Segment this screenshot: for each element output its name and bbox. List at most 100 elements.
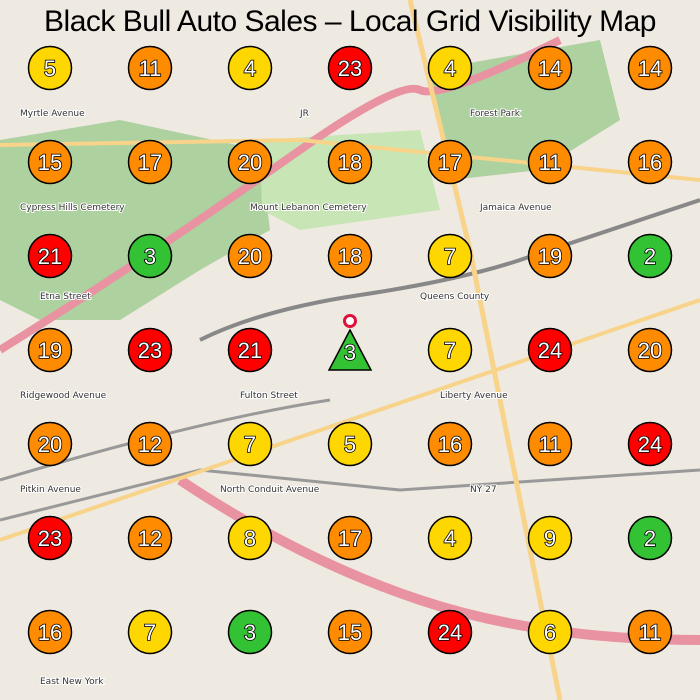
rank-value: 7: [444, 244, 456, 269]
rank-marker[interactable]: 11: [627, 609, 673, 655]
rank-marker[interactable]: 20: [227, 233, 273, 279]
rank-marker[interactable]: 3: [127, 233, 173, 279]
rank-value: 18: [338, 244, 362, 269]
rank-marker[interactable]: 4: [427, 515, 473, 561]
rank-marker[interactable]: 23: [27, 515, 73, 561]
rank-circle: [127, 609, 173, 655]
rank-marker[interactable]: 4: [227, 45, 273, 91]
rank-marker[interactable]: 9: [527, 515, 573, 561]
rank-marker[interactable]: 17: [427, 139, 473, 185]
rank-marker[interactable]: 11: [527, 139, 573, 185]
rank-circle: [327, 45, 373, 91]
rank-marker[interactable]: 20: [227, 139, 273, 185]
rank-marker[interactable]: 16: [427, 421, 473, 467]
rank-marker[interactable]: 17: [327, 515, 373, 561]
rank-circle: [27, 139, 73, 185]
rank-marker[interactable]: 16: [27, 609, 73, 655]
rank-marker[interactable]: 23: [127, 327, 173, 373]
rank-marker[interactable]: 24: [527, 327, 573, 373]
street-label: Fulton Street: [240, 391, 298, 401]
street-labels: Myrtle Avenue Jamaica Avenue Cypress Hills…: [19, 108, 553, 688]
rank-circle: [427, 139, 473, 185]
rank-circle: [527, 609, 573, 655]
rank-circle: [27, 609, 73, 655]
rank-value: 7: [244, 432, 256, 457]
rank-marker[interactable]: 4: [427, 45, 473, 91]
rank-marker[interactable]: 20: [627, 327, 673, 373]
rank-value: 19: [538, 244, 562, 269]
rank-value: 17: [338, 526, 362, 551]
rank-marker[interactable]: 21: [227, 327, 273, 373]
rank-marker[interactable]: 3: [227, 609, 273, 655]
rank-marker[interactable]: 18: [327, 139, 373, 185]
rank-value: 2: [644, 526, 656, 551]
rank-marker[interactable]: 6: [527, 609, 573, 655]
rank-value: 3: [344, 340, 356, 365]
rank-circle: [427, 45, 473, 91]
rank-circle: [327, 515, 373, 561]
rank-value: 12: [138, 432, 162, 457]
highway: [0, 36, 562, 354]
rank-value: 12: [138, 526, 162, 551]
street-label: Forest Park: [470, 109, 521, 119]
rank-circle: [127, 515, 173, 561]
rank-marker[interactable]: 7: [427, 233, 473, 279]
rank-marker[interactable]: 14: [527, 45, 573, 91]
rank-circle: [527, 139, 573, 185]
rank-circle: [627, 609, 673, 655]
rank-circle: [327, 139, 373, 185]
rank-value: 21: [238, 338, 262, 363]
rank-value: 11: [539, 150, 562, 175]
rank-marker[interactable]: 7: [127, 609, 173, 655]
rank-marker[interactable]: 21: [27, 233, 73, 279]
rank-marker[interactable]: 24: [627, 421, 673, 467]
rank-marker[interactable]: 5: [327, 421, 373, 467]
rank-circle: [27, 45, 73, 91]
rank-marker[interactable]: 14: [627, 45, 673, 91]
rank-value: 6: [544, 620, 556, 645]
street-label: Mount Lebanon Cemetery: [250, 203, 367, 213]
street-label: JR: [299, 109, 309, 119]
rank-value: 17: [138, 150, 162, 175]
street-label: NY 27: [470, 485, 497, 495]
rank-marker[interactable]: 19: [527, 233, 573, 279]
rank-marker[interactable]: 16: [627, 139, 673, 185]
street-label: Liberty Avenue: [440, 391, 508, 401]
rank-marker[interactable]: 19: [27, 327, 73, 373]
rank-marker[interactable]: 7: [227, 421, 273, 467]
rank-marker[interactable]: 15: [27, 139, 73, 185]
rank-marker[interactable]: 11: [527, 421, 573, 467]
rank-marker[interactable]: 15: [327, 609, 373, 655]
rank-value: 5: [344, 432, 356, 457]
rank-marker[interactable]: 12: [127, 515, 173, 561]
rank-marker[interactable]: 24: [427, 609, 473, 655]
rank-marker[interactable]: 11: [127, 45, 173, 91]
rank-circle: [227, 45, 273, 91]
rank-marker[interactable]: 8: [227, 515, 273, 561]
rank-value: 3: [244, 620, 256, 645]
rank-marker[interactable]: 20: [27, 421, 73, 467]
rank-value: 15: [338, 620, 362, 645]
rank-value: 24: [438, 620, 462, 645]
business-location-marker[interactable]: 3: [327, 314, 373, 371]
rank-marker[interactable]: 23: [327, 45, 373, 91]
rank-marker[interactable]: 12: [127, 421, 173, 467]
rank-marker[interactable]: 18: [327, 233, 373, 279]
triangle-pin-icon: [327, 328, 373, 371]
rank-circle: [627, 233, 673, 279]
rank-value: 4: [444, 526, 456, 551]
rank-marker[interactable]: 5: [27, 45, 73, 91]
rank-circle: [627, 515, 673, 561]
rank-value: 11: [539, 432, 562, 457]
street-label: North Conduit Avenue: [220, 485, 320, 495]
rank-circle: [327, 233, 373, 279]
rank-circle: [527, 421, 573, 467]
rank-marker[interactable]: 2: [627, 515, 673, 561]
rank-circle: [127, 45, 173, 91]
rank-value: 15: [38, 150, 62, 175]
rank-marker[interactable]: 17: [127, 139, 173, 185]
rank-marker[interactable]: 7: [427, 327, 473, 373]
rank-circle: [527, 515, 573, 561]
rank-marker[interactable]: 2: [627, 233, 673, 279]
